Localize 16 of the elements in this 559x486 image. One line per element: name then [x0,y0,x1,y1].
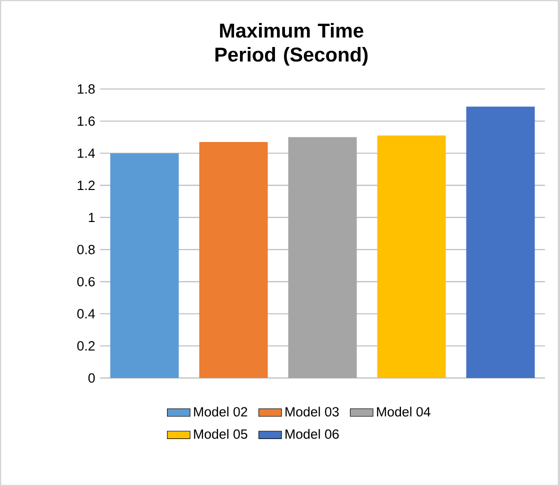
chart-title: Maximum Time Period (Second) [215,22,368,66]
legend-label: Model 02 [194,406,248,417]
y-tick-label: 1.4 [78,148,95,158]
legend-label: Model 05 [194,429,248,439]
y-tick-label: 1.8 [78,84,95,94]
y-tick-label: 0 [88,373,95,383]
legend-label: Model 03 [286,406,339,417]
legend-label: Model 04 [377,406,430,417]
y-tick-label: 0.6 [77,276,95,286]
y-tick-label: 0.2 [77,341,95,351]
legend-label: Model 06 [286,429,339,439]
y-tick-label: 1 [88,212,95,222]
y-tick-label: 1.2 [78,180,95,190]
y-tick-label: 1.6 [78,116,95,126]
y-tick-label: 0.8 [77,244,95,254]
y-tick-label: 0.4 [77,309,95,318]
